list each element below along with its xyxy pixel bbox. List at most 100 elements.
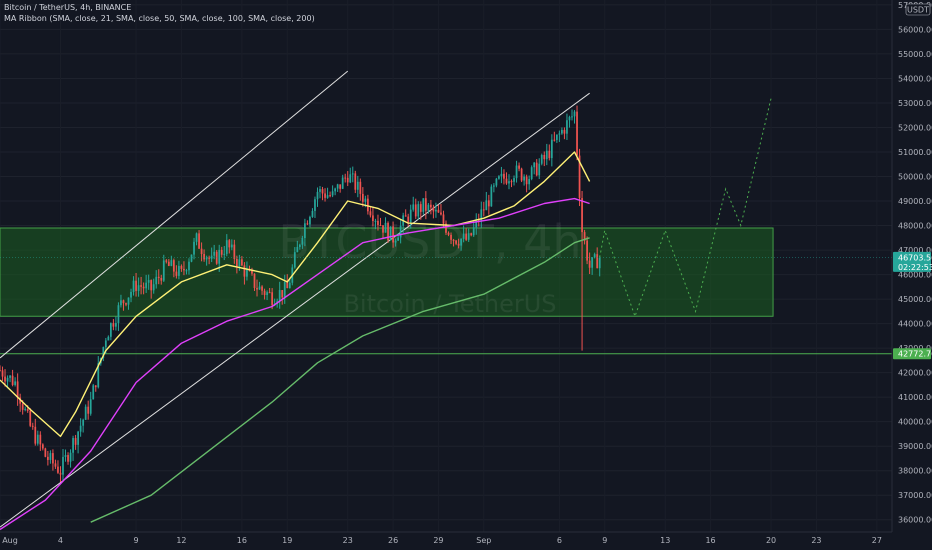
- candle-body: [102, 347, 105, 359]
- indicator-title: MA Ribbon (SMA, close, 21, SMA, close, 5…: [4, 14, 315, 23]
- candle-body: [525, 176, 528, 185]
- price-tick-label: 42000.00: [898, 369, 932, 378]
- candle-body: [127, 297, 130, 305]
- candle-body: [253, 273, 256, 288]
- time-tick-label: 4: [58, 536, 63, 545]
- candle: [296, 240, 299, 253]
- candle: [246, 261, 248, 281]
- candle-body: [293, 252, 296, 268]
- candle-body: [573, 111, 576, 117]
- candle: [230, 239, 233, 251]
- candle: [162, 254, 165, 282]
- candle: [429, 199, 432, 215]
- currency-text: USDT: [907, 6, 929, 15]
- time-tick-label: 29: [433, 536, 443, 545]
- candle: [427, 202, 430, 214]
- candle: [321, 186, 324, 201]
- candle-body: [387, 222, 389, 241]
- candle-body: [84, 406, 87, 420]
- candle: [155, 270, 158, 289]
- candle-body: [540, 154, 543, 164]
- candle-body: [49, 453, 52, 460]
- candle: [586, 236, 588, 265]
- candle: [354, 170, 357, 194]
- time-tick-label: 26: [388, 536, 398, 545]
- candle-body: [44, 448, 47, 457]
- candle: [213, 244, 216, 260]
- candle-body: [490, 186, 493, 207]
- candle-body: [351, 173, 354, 175]
- candle: [361, 187, 364, 207]
- candle: [92, 383, 95, 400]
- candle: [293, 247, 296, 269]
- candle-body: [24, 408, 27, 410]
- candle-body: [298, 244, 301, 247]
- candle-body: [190, 254, 193, 262]
- candle: [72, 435, 74, 461]
- candle: [339, 184, 342, 193]
- legend: Bitcoin / TetherUS, 4h, BINANCE MA Ribbo…: [4, 2, 315, 24]
- candle-body: [230, 244, 233, 248]
- candle: [0, 365, 1, 372]
- candle: [331, 185, 334, 198]
- channel-upper-line: [0, 70, 349, 359]
- candle: [298, 243, 301, 250]
- candle-body: [162, 260, 165, 281]
- candle: [36, 430, 39, 446]
- price-axis: [892, 0, 932, 550]
- candle-body: [462, 233, 465, 239]
- candle-body: [241, 259, 243, 266]
- candle-body: [16, 381, 19, 398]
- candle-body: [6, 377, 9, 382]
- candle-body: [555, 134, 558, 140]
- candle: [137, 277, 140, 297]
- candle: [377, 214, 379, 231]
- time-tick-label: 9: [134, 536, 139, 545]
- candle: [200, 242, 203, 262]
- candle: [253, 273, 256, 291]
- candle: [555, 134, 558, 143]
- candle: [24, 406, 27, 412]
- candle: [498, 175, 500, 180]
- candle-body: [246, 269, 248, 277]
- candle-body: [130, 291, 132, 298]
- candle-body: [487, 200, 490, 207]
- candle: [588, 252, 591, 275]
- candle-body: [125, 303, 127, 305]
- candle-body: [46, 456, 49, 460]
- candle-body: [397, 237, 400, 241]
- candle-body: [472, 227, 475, 236]
- candle-body: [304, 223, 306, 239]
- candle-body: [447, 232, 450, 235]
- candle: [178, 260, 180, 280]
- candle-body: [424, 198, 427, 211]
- candle-body: [205, 257, 208, 260]
- candle-body: [296, 246, 299, 253]
- candle: [160, 274, 163, 285]
- candle-body: [87, 406, 90, 414]
- candle-body: [339, 184, 342, 189]
- candle: [538, 158, 541, 180]
- candle-body: [435, 209, 437, 212]
- candle-body: [185, 270, 188, 272]
- candle-body: [452, 239, 455, 241]
- candle: [233, 239, 236, 264]
- time-axis-labels: Aug 4 9 12 16 19 23 26 29 Sep 6 9 13 16 20 23 27: [2, 536, 882, 545]
- price-tick-label: 47000.00: [898, 246, 932, 255]
- candle: [356, 175, 359, 198]
- candle-body: [389, 226, 392, 241]
- candle-body: [268, 292, 271, 294]
- candle: [29, 408, 32, 428]
- price-tick-label: 55000.00: [898, 50, 932, 59]
- candle: [578, 148, 581, 207]
- candle-body: [445, 223, 447, 233]
- candle: [157, 269, 160, 285]
- price-tick-label: 48000.00: [898, 222, 932, 231]
- candle: [107, 335, 110, 341]
- candle: [404, 209, 407, 217]
- candle-body: [188, 261, 190, 271]
- candle-body: [482, 209, 485, 211]
- candle: [392, 221, 394, 248]
